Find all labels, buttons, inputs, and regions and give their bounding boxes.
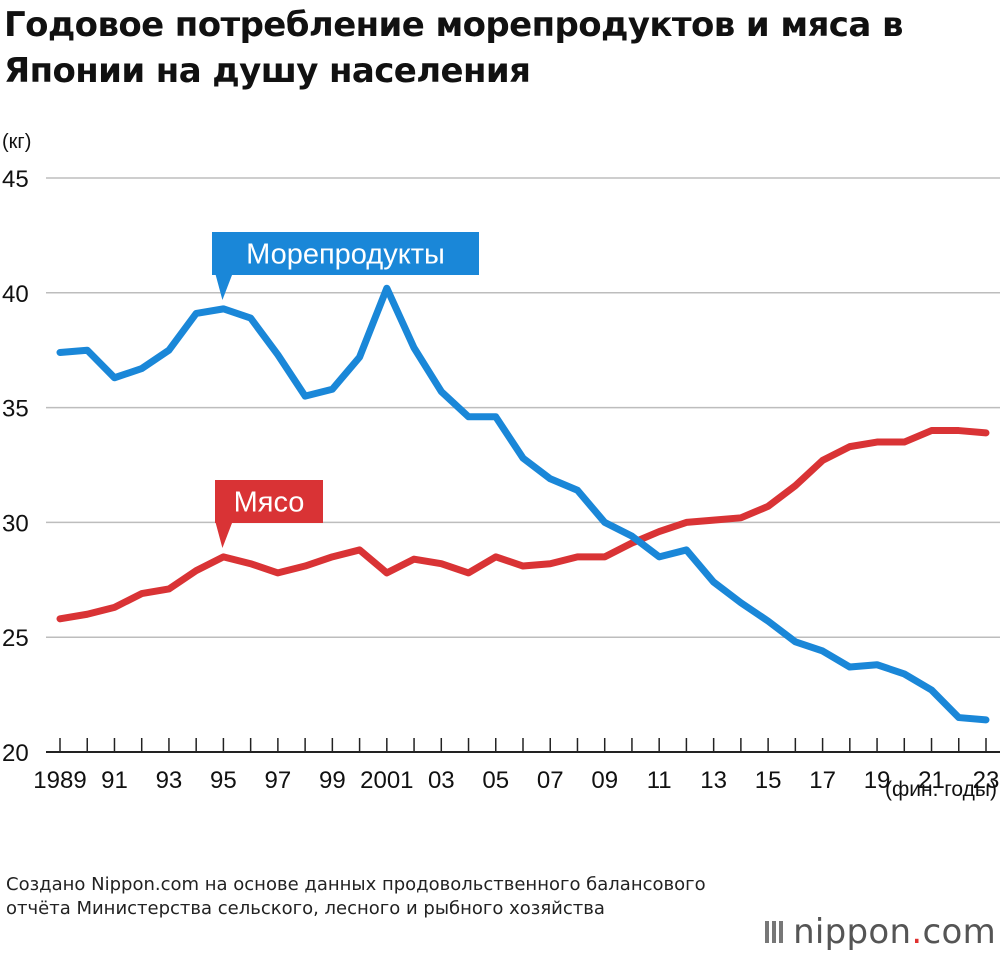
series-label-0: Морепродукты [212,232,479,300]
series-label-pointer-0 [215,274,233,300]
series-line-0 [56,284,990,724]
logo-text-prefix: nippon [793,912,912,952]
series-label-box-1 [215,480,323,523]
y-tick-label-35: 35 [2,396,29,423]
x-axis [46,738,1000,753]
x-tick-label-1993: 93 [156,767,183,794]
series-label-text-0: Морепродукты [246,239,445,271]
chart-title: Годовое потребление морепродуктов и мяса… [4,5,903,91]
x-tick-label-1995: 95 [210,767,237,794]
y-axis-ticks: 20 25 30 35 40 45 [2,166,29,767]
series-label-box-0 [212,232,479,275]
logo-text-suffix: com [922,912,996,952]
x-tick-label-2019: 19 [864,767,891,794]
x-tick-label-1991: 91 [101,767,128,794]
series-label-pointer-1 [215,522,233,548]
series-label-text-1: Мясо [234,487,305,519]
series-lines [56,284,990,724]
y-axis-label: (кг) [2,131,31,153]
series-label-1: Мясо [215,480,323,548]
x-tick-label-2003: 03 [428,767,455,794]
gridlines [46,177,1000,638]
x-tick-label-1997: 97 [265,767,292,794]
x-tick-label-2005: 05 [482,767,509,794]
series-labels: Морепродукты Мясо [212,232,479,548]
y-tick-label-20: 20 [2,740,29,767]
series-line-1 [56,427,990,623]
x-tick-label-2009: 09 [591,767,618,794]
logo-mark-icon [765,921,784,943]
x-tick-label-2001: 2001 [360,767,413,794]
x-tick-label-2013: 13 [700,767,727,794]
x-tick-label-1999: 99 [319,767,346,794]
nippon-logo: nippon. com [765,912,996,952]
x-tick-label-2023: 23 [973,767,1000,794]
y-tick-label-30: 30 [2,510,29,537]
x-tick-label-2007: 07 [537,767,564,794]
x-axis-ticks: 1989 91 93 95 97 99 2001 03 05 07 09 11 13 15 17 19 21 23 [33,767,999,794]
x-tick-label-2015: 15 [755,767,782,794]
logo-text-dot: . [911,912,923,952]
y-tick-label-25: 25 [2,625,29,652]
x-axis-label: (фин. годы) [885,778,997,801]
source-note: Создано Nippon.com на основе данных прод… [6,874,706,919]
x-tick-label-2017: 17 [809,767,836,794]
x-tick-label-2021: 21 [918,767,945,794]
y-tick-label-45: 45 [2,166,29,193]
y-tick-label-40: 40 [2,281,29,308]
x-tick-label-2011: 11 [647,767,672,794]
x-tick-label-1989: 1989 [33,767,86,794]
